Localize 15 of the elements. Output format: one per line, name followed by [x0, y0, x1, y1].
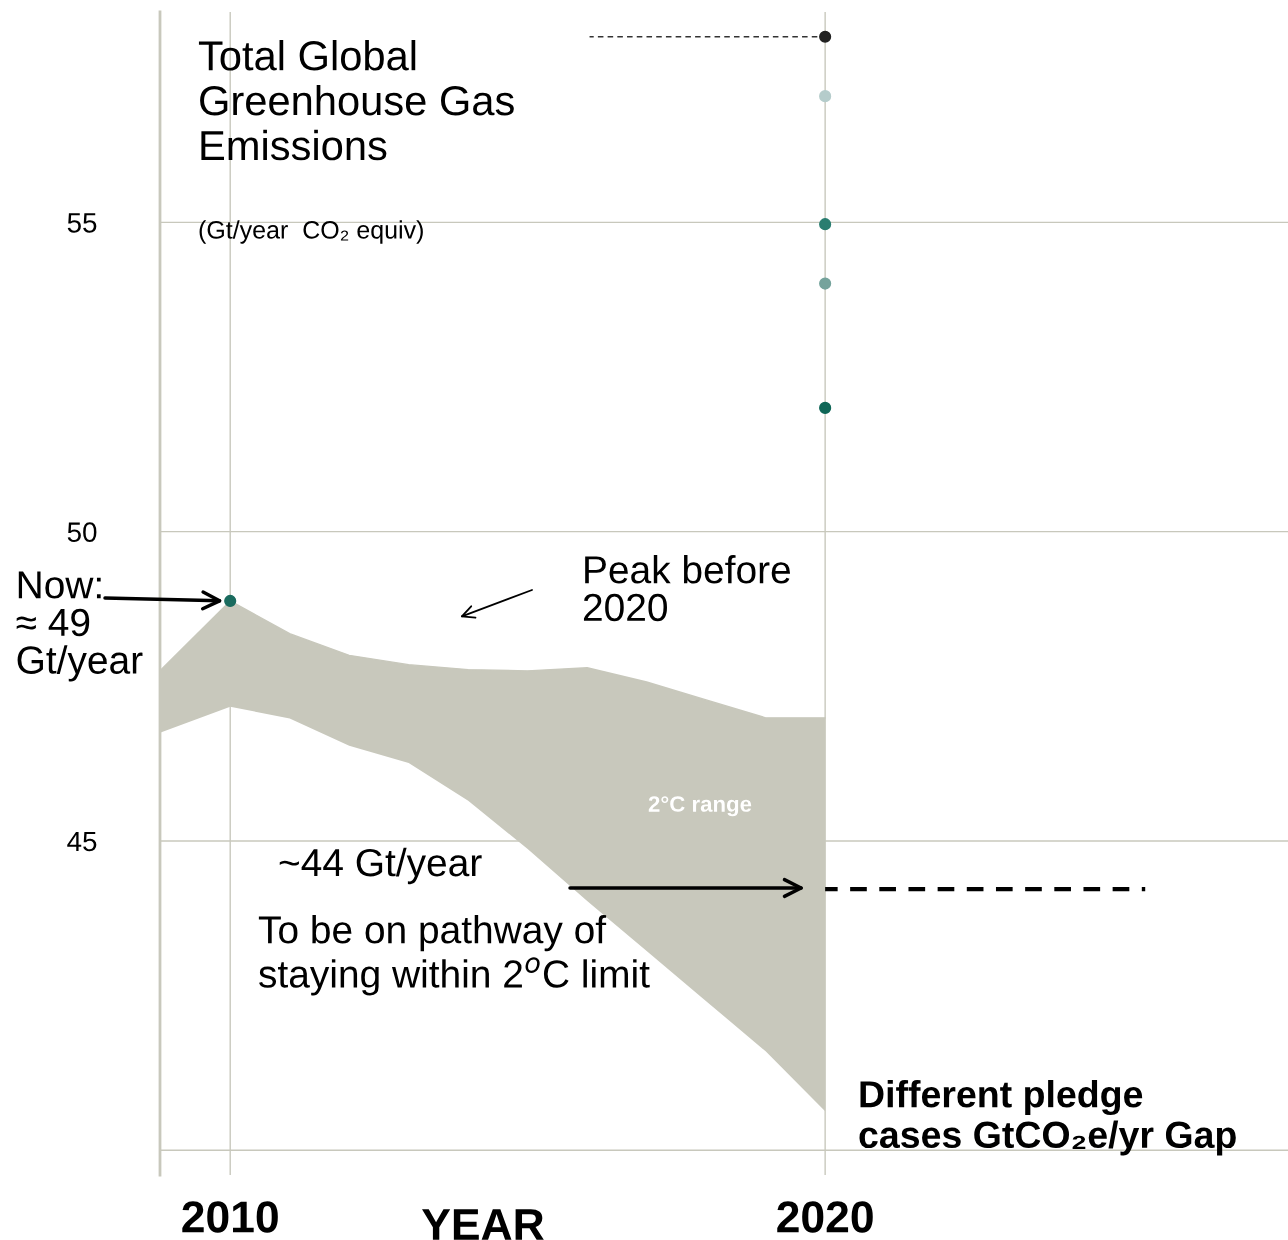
y-tick-label: 55	[67, 213, 97, 233]
x-tick-label: 2010	[182, 1201, 278, 1233]
point	[224, 594, 237, 607]
x-axis-title: YEAR	[422, 1209, 544, 1240]
y-tick-label: 45	[67, 831, 97, 852]
annotation: 2°C range	[648, 796, 752, 817]
text: (Gt/year CO₂ equiv)	[199, 220, 423, 244]
annotation: Peak before 2020	[583, 555, 790, 622]
annotation: ~44 Gt/year	[279, 847, 482, 885]
annotation: Now: ≈ 49 Gt/year	[16, 571, 143, 682]
text: Total Global Greenhouse Gas Emissions	[198, 40, 514, 161]
y-tick-label: 50	[67, 522, 97, 542]
annotation: Different pledge cases GtCO₂e/yr Gap	[859, 1080, 1236, 1156]
annotation: To be on pathway of staying within 2$^{o}$C limit	[258, 915, 650, 996]
x-tick-label: 2020	[777, 1201, 873, 1233]
